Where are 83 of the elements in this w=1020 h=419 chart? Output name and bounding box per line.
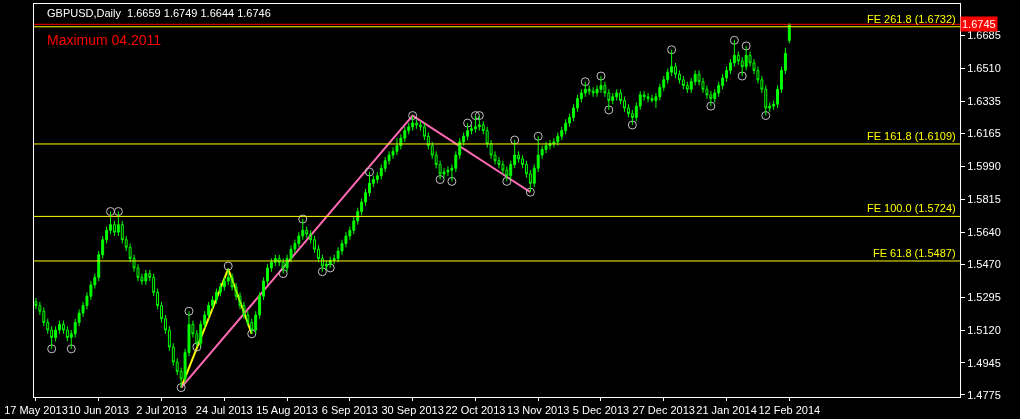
- point: [510, 135, 520, 145]
- point: [184, 306, 194, 316]
- candlestick: [324, 259, 328, 271]
- x-tick-label: 24 Jul 2013: [195, 404, 253, 417]
- candlestick: [591, 86, 595, 98]
- point: [474, 111, 484, 121]
- point: [447, 176, 457, 186]
- x-tick-label: 27 Dec 2013: [632, 404, 695, 417]
- candlestick: [587, 84, 591, 96]
- point: [278, 269, 288, 279]
- point: [47, 344, 57, 354]
- candlestick: [583, 81, 587, 98]
- point: [176, 383, 186, 393]
- point: [596, 71, 606, 81]
- point: [364, 167, 374, 177]
- point: [325, 263, 335, 273]
- candlestick: [477, 115, 481, 132]
- candlestick: [281, 258, 285, 275]
- x-tick-label: 21 Jan 2014: [696, 404, 757, 417]
- chart-title: GBPUSD,Daily 1.6659 1.6749 1.6644 1.6746: [47, 7, 271, 19]
- annotation: Maximum 04.2011: [47, 32, 162, 48]
- point: [298, 214, 308, 224]
- point: [408, 111, 418, 121]
- x-tick-label: 6 Sep 2013: [321, 404, 378, 417]
- point: [106, 207, 116, 217]
- y-tick-label: 1.6685: [967, 29, 1001, 42]
- candlestick: [646, 92, 650, 103]
- point: [706, 101, 716, 111]
- point: [667, 45, 677, 55]
- point: [470, 111, 480, 121]
- candlestick: [446, 165, 450, 177]
- x-tick-label: 12 Feb 2014: [758, 404, 821, 417]
- ref-line-label: FE 61.8 (1.5487): [873, 247, 956, 259]
- x-tick-label: 10 Jun 2013: [68, 404, 130, 417]
- ref-line-label: 1.6745: [962, 18, 996, 30]
- point: [435, 175, 445, 185]
- y-tick-label: 1.5295: [967, 290, 1001, 303]
- point: [729, 35, 739, 45]
- x-tick-label: 5 Dec 2013: [572, 404, 630, 417]
- point: [113, 207, 123, 217]
- point: [247, 329, 257, 339]
- x-tick-label: 17 May 2013: [4, 404, 68, 417]
- y-tick-label: 1.4945: [967, 356, 1001, 369]
- point: [463, 118, 473, 128]
- y-tick-label: 1.6510: [967, 62, 1001, 75]
- ref-line-label: FE 161.8 (1.6109): [867, 130, 956, 142]
- ref-line-label: FE 261.8 (1.6732): [867, 13, 956, 25]
- x-tick-label: 13 Nov 2013: [507, 404, 570, 417]
- point: [192, 342, 202, 352]
- y-tick-label: 1.6335: [967, 95, 1001, 108]
- y-tick-label: 1.5640: [967, 226, 1001, 239]
- point: [741, 41, 751, 51]
- y-tick-label: 1.5120: [967, 323, 1001, 336]
- candlestick: [144, 269, 148, 286]
- x-tick-label: 30 Sep 2013: [381, 404, 444, 417]
- y-tick-label: 1.5990: [967, 160, 1001, 173]
- point: [627, 120, 637, 130]
- candlestick: [615, 88, 619, 102]
- candlestick: [556, 131, 560, 147]
- point: [223, 261, 233, 271]
- point: [533, 131, 543, 141]
- candlestick: [415, 118, 419, 130]
- ref-line-label: FE 100.0 (1.5724): [867, 202, 956, 214]
- candlestick: [505, 165, 509, 182]
- point: [737, 71, 747, 81]
- point: [317, 267, 327, 277]
- candlestick: [599, 75, 603, 94]
- y-tick-label: 1.5815: [967, 193, 1001, 206]
- y-tick-label: 1.5470: [967, 258, 1001, 271]
- candlestick: [411, 115, 415, 132]
- x-tick-label: 22 Oct 2013: [445, 404, 506, 417]
- y-tick-label: 1.4775: [967, 388, 1001, 401]
- point: [525, 187, 535, 197]
- candlestick: [395, 137, 399, 156]
- y-tick-label: 1.6165: [967, 127, 1001, 140]
- point: [761, 111, 771, 121]
- point: [66, 344, 76, 354]
- point: [604, 105, 614, 115]
- point: [580, 77, 590, 87]
- candlestick: [473, 115, 477, 133]
- x-tick-label: 15 Aug 2013: [256, 404, 318, 417]
- point: [502, 176, 512, 186]
- x-tick-label: 2 Jul 2013: [136, 404, 187, 417]
